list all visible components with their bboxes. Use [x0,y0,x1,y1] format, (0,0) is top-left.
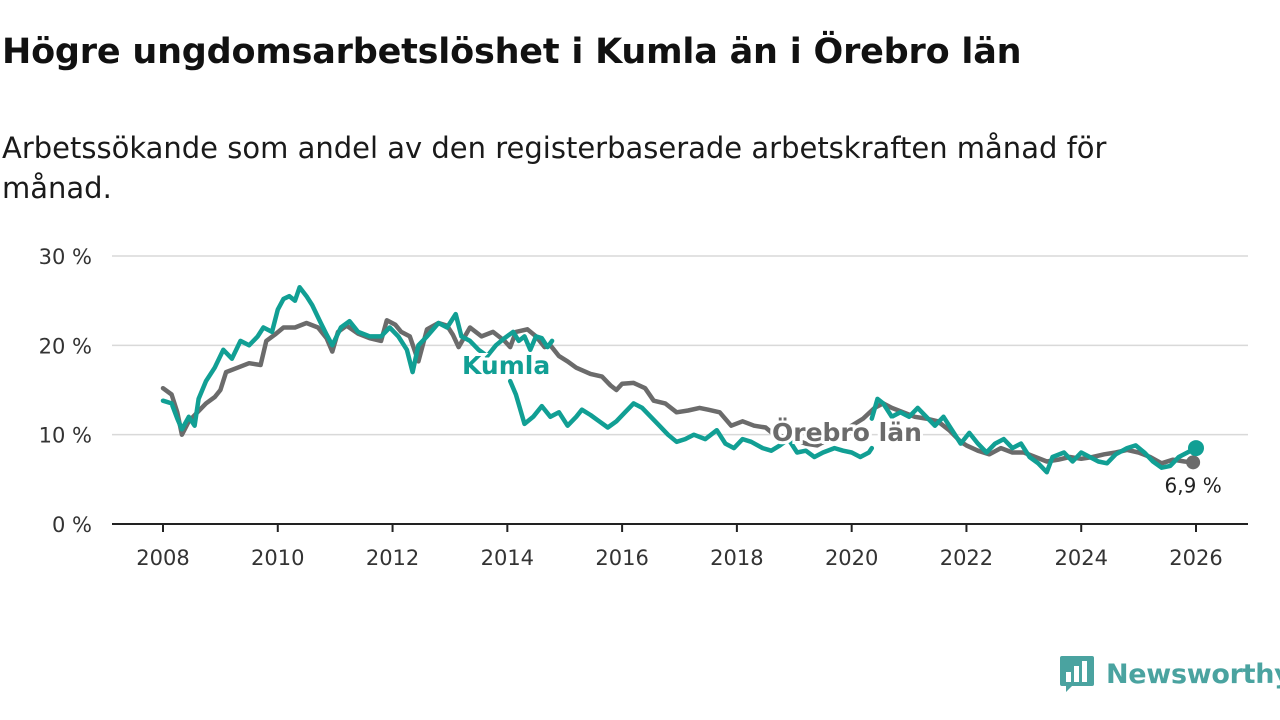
series-line [507,378,875,460]
x-tick-label: 2026 [1169,546,1222,570]
x-tick-label: 2022 [940,546,993,570]
end-marker [1186,455,1201,470]
series-line [160,285,555,432]
gridlines [112,255,1248,436]
end-value-label: 6,9 % [1165,473,1222,497]
series-labels: 6,9 % Kumla Örebro län [459,348,1222,497]
series-label: Örebro län [772,417,922,447]
series-line [160,318,1196,466]
brand-logo[interactable]: Newsworthy [1058,654,1280,694]
chart-subtitle: Arbetssökande som andel av den registerb… [2,131,1107,205]
x-tick-label: 2012 [366,546,419,570]
series-lines [160,285,1199,475]
bar-chart-speech-icon [1060,656,1094,692]
y-tick-label: 10 % [39,424,92,448]
y-tick-label: 30 % [39,245,92,269]
x-tick-label: 2018 [710,546,763,570]
y-axis-ticks: 0 % 10 % 20 % 30 % [39,245,92,537]
x-tick-label: 2014 [481,546,534,570]
x-tick-label: 2010 [251,546,304,570]
series-label: Kumla [462,351,550,380]
end-marker [1188,440,1204,457]
x-axis: 2008 2010 2012 2014 2016 2018 2020 2022 2024 2026 [112,523,1248,570]
x-tick-label: 2024 [1054,546,1107,570]
y-tick-label: 20 % [39,334,92,358]
series-line [869,396,1199,475]
brand-name: Newsworthy [1106,658,1280,690]
x-tick-label: 2016 [595,546,648,570]
x-tick-label: 2020 [825,546,878,570]
y-tick-label: 0 % [52,513,92,537]
chart-title: Högre ungdomsarbetslöshet i Kumla än i Ö… [2,32,1022,72]
x-tick-label: 2008 [136,546,189,570]
